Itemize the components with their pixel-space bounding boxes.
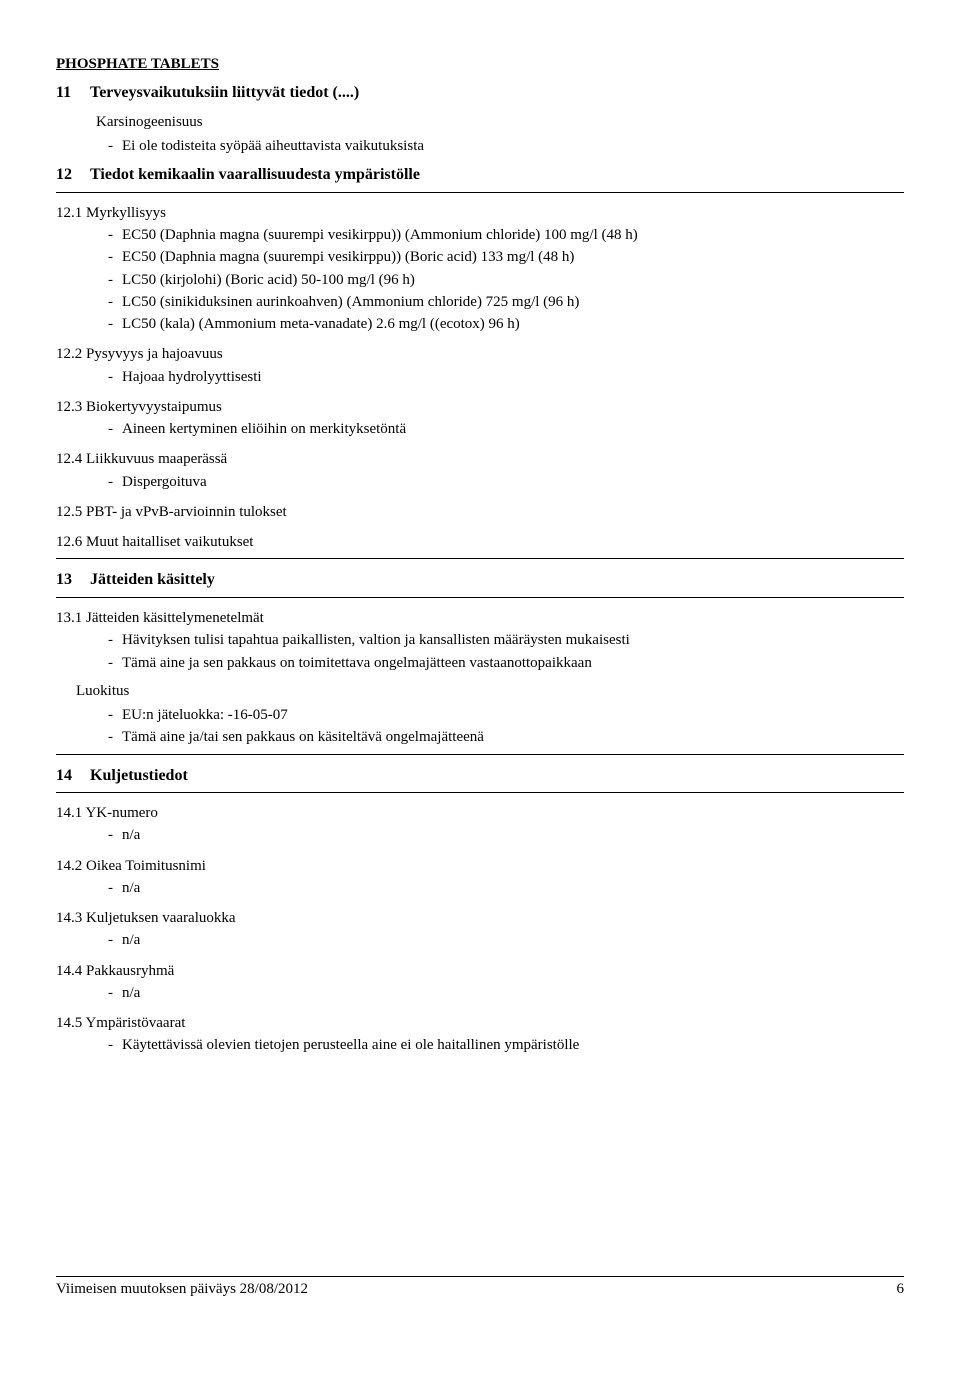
sec13-luokitus-title: Luokitus bbox=[76, 681, 904, 701]
section-13-head: 13Jätteiden käsittely bbox=[56, 569, 904, 591]
sec11-subhead: Karsinogeenisuus bbox=[96, 112, 904, 132]
sec12-1-title: 12.1 Myrkyllisyys bbox=[56, 203, 904, 223]
sec12-3-title: 12.3 Biokertyvyystaipumus bbox=[56, 397, 904, 417]
sec14-2-bullets: n/a bbox=[108, 878, 904, 898]
sec12-3-bullets: Aineen kertyminen eliöihin on merkitykse… bbox=[108, 419, 904, 439]
divider bbox=[56, 558, 904, 559]
section-13-title: Jätteiden käsittely bbox=[90, 571, 215, 588]
sec14-3-bullets: n/a bbox=[108, 930, 904, 950]
sec13-1-bullets: Hävityksen tulisi tapahtua paikallisten,… bbox=[108, 630, 904, 673]
list-item: LC50 (kala) (Ammonium meta-vanadate) 2.6… bbox=[108, 314, 904, 334]
list-item: EC50 (Daphnia magna (suurempi vesikirppu… bbox=[108, 225, 904, 245]
list-item: n/a bbox=[108, 983, 904, 1003]
sec12-1-bullets: EC50 (Daphnia magna (suurempi vesikirppu… bbox=[108, 225, 904, 334]
section-11-title: Terveysvaikutuksiin liittyvät tiedot (..… bbox=[90, 84, 359, 101]
sec12-6-title: 12.6 Muut haitalliset vaikutukset bbox=[56, 532, 904, 552]
list-item: Hajoaa hydrolyyttisesti bbox=[108, 367, 904, 387]
list-item: n/a bbox=[108, 930, 904, 950]
section-11-head: 11Terveysvaikutuksiin liittyvät tiedot (… bbox=[56, 82, 904, 104]
section-12-head: 12Tiedot kemikaalin vaarallisuudesta ymp… bbox=[56, 164, 904, 186]
list-item: LC50 (sinikiduksinen aurinkoahven) (Ammo… bbox=[108, 292, 904, 312]
list-item: EC50 (Daphnia magna (suurempi vesikirppu… bbox=[108, 247, 904, 267]
list-item: Dispergoituva bbox=[108, 472, 904, 492]
divider bbox=[56, 754, 904, 755]
footer-date: Viimeisen muutoksen päiväys 28/08/2012 bbox=[56, 1279, 308, 1299]
list-item: n/a bbox=[108, 878, 904, 898]
sec14-4-title: 14.4 Pakkausryhmä bbox=[56, 961, 904, 981]
section-11-num: 11 bbox=[56, 82, 90, 104]
list-item: Tämä aine ja sen pakkaus on toimitettava… bbox=[108, 653, 904, 673]
sec11-bullets: Ei ole todisteita syöpää aiheuttavista v… bbox=[108, 136, 904, 156]
sec12-2-title: 12.2 Pysyvyys ja hajoavuus bbox=[56, 344, 904, 364]
sec14-5-title: 14.5 Ympäristövaarat bbox=[56, 1013, 904, 1033]
footer-page-number: 6 bbox=[897, 1279, 905, 1299]
sec14-1-title: 14.1 YK-numero bbox=[56, 803, 904, 823]
sec12-5-title: 12.5 PBT- ja vPvB-arvioinnin tulokset bbox=[56, 502, 904, 522]
section-14-num: 14 bbox=[56, 765, 90, 787]
list-item: Aineen kertyminen eliöihin on merkitykse… bbox=[108, 419, 904, 439]
sec12-4-title: 12.4 Liikkuvuus maaperässä bbox=[56, 449, 904, 469]
footer-divider bbox=[56, 1276, 904, 1277]
sec12-4-bullets: Dispergoituva bbox=[108, 472, 904, 492]
list-item: n/a bbox=[108, 825, 904, 845]
sec14-2-title: 14.2 Oikea Toimitusnimi bbox=[56, 856, 904, 876]
sec14-3-title: 14.3 Kuljetuksen vaaraluokka bbox=[56, 908, 904, 928]
list-item: EU:n jäteluokka: -16-05-07 bbox=[108, 705, 904, 725]
divider bbox=[56, 192, 904, 193]
sec13-1-title: 13.1 Jätteiden käsittelymenetelmät bbox=[56, 608, 904, 628]
sec14-1-bullets: n/a bbox=[108, 825, 904, 845]
list-item: Hävityksen tulisi tapahtua paikallisten,… bbox=[108, 630, 904, 650]
sec14-4-bullets: n/a bbox=[108, 983, 904, 1003]
section-14-head: 14Kuljetustiedot bbox=[56, 765, 904, 787]
page-footer: Viimeisen muutoksen päiväys 28/08/2012 6 bbox=[56, 1276, 904, 1299]
section-14-title: Kuljetustiedot bbox=[90, 767, 188, 784]
sec14-5-bullets: Käytettävissä olevien tietojen perusteel… bbox=[108, 1035, 904, 1055]
list-item: Ei ole todisteita syöpää aiheuttavista v… bbox=[108, 136, 904, 156]
section-12-title: Tiedot kemikaalin vaarallisuudesta ympär… bbox=[90, 166, 420, 183]
sec12-2-bullets: Hajoaa hydrolyyttisesti bbox=[108, 367, 904, 387]
divider bbox=[56, 792, 904, 793]
list-item: Käytettävissä olevien tietojen perusteel… bbox=[108, 1035, 904, 1055]
list-item: LC50 (kirjolohi) (Boric acid) 50-100 mg/… bbox=[108, 270, 904, 290]
divider bbox=[56, 597, 904, 598]
page-header-title: PHOSPHATE TABLETS bbox=[56, 54, 904, 74]
sec13-luokitus-bullets: EU:n jäteluokka: -16-05-07 Tämä aine ja/… bbox=[108, 705, 904, 748]
section-12-num: 12 bbox=[56, 164, 90, 186]
section-13-num: 13 bbox=[56, 569, 90, 591]
list-item: Tämä aine ja/tai sen pakkaus on käsitelt… bbox=[108, 727, 904, 747]
